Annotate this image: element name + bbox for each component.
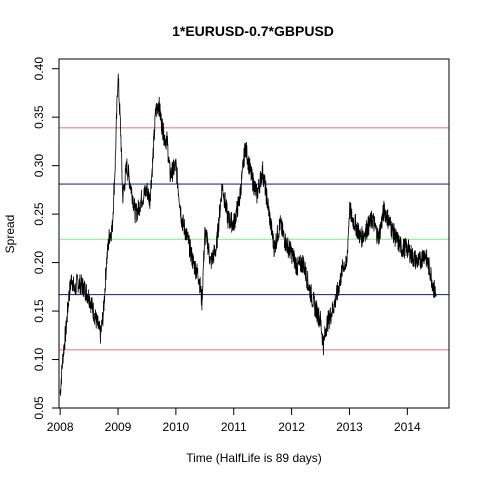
y-tick-label-1: 0.10	[32, 348, 46, 372]
x-tick-label-5: 2013	[336, 420, 363, 434]
x-axis-label: Time (HalfLife is 89 days)	[186, 451, 322, 465]
y-axis-label: Spread	[3, 215, 17, 254]
y-tick-label-5: 0.30	[32, 154, 46, 178]
x-tick-label-1: 2009	[105, 420, 132, 434]
y-axis: 0.05 0.10 0.15 0.20 0.25 0.30 0.35 0.40	[32, 57, 59, 420]
plot-area-frame	[58, 58, 450, 409]
x-tick-label-0: 2008	[47, 420, 74, 434]
y-tick-label-0: 0.05	[32, 396, 46, 420]
x-tick-label-2: 2010	[163, 420, 190, 434]
x-tick-label-4: 2012	[278, 420, 305, 434]
y-tick-label-2: 0.15	[32, 299, 46, 323]
y-tick-label-6: 0.35	[32, 105, 46, 129]
x-tick-label-3: 2011	[221, 420, 247, 434]
y-tick-label-4: 0.25	[32, 202, 46, 226]
x-tick-label-6: 2014	[394, 420, 421, 434]
series-line-0	[59, 73, 437, 396]
chart-title: 1*EURUSD-0.7*GBPUSD	[172, 23, 334, 39]
y-tick-label-3: 0.20	[32, 251, 46, 275]
y-tick-label-7: 0.40	[32, 57, 46, 81]
series-group	[59, 73, 437, 396]
x-axis: 2008 2009 2010 2011 2012 2013 2014	[47, 408, 421, 434]
